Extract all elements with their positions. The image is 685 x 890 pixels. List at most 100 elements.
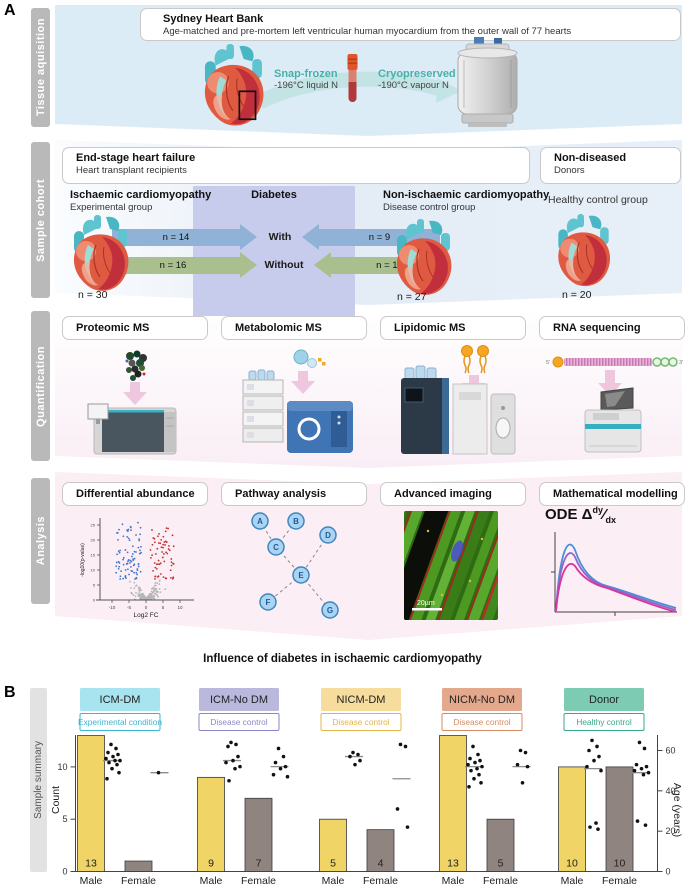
group-condition-box [320,713,402,731]
heart-failure-header: End-stage heart failure Heart transplant… [62,147,530,184]
age-dot [523,750,528,755]
count-bar [124,860,153,872]
sidebar-tab-tissue-label: Tissue aquisition [34,18,47,117]
volcano-dot [133,587,136,590]
age-dot [104,756,108,761]
ode-prefix: ODE Δ [545,506,593,523]
volcano-dot [172,562,174,565]
age-dot [596,827,600,831]
age-dot [594,821,598,825]
volcano-dot [147,596,149,599]
age-dot [356,752,360,757]
sex-tick-label: Male [561,875,584,887]
volcano-xlabel: Log2 FC [134,612,159,619]
age-dot [273,760,278,765]
age-dot [646,770,651,775]
bar-count-label: 9 [208,858,214,870]
volcano-dot [172,576,175,579]
volcano-dot [122,563,125,566]
sample-summary-chart: ICM-DM Experimental condition ICM-No DM Dis… [57,688,676,887]
volcano-dot [140,545,142,548]
age-dot [226,744,230,749]
age-dot [118,758,122,763]
volcano-dot [167,548,170,550]
volcano-dot [137,587,140,589]
rna-3prime-label: 3' [679,360,683,366]
age-dot [234,742,238,747]
volcano-dot [154,584,157,587]
age-dot [468,756,472,761]
volcano-dot [134,578,137,580]
volcano-dot [167,527,170,530]
right-axis-tick-label: 20 [666,826,676,836]
rna-strand-icon [564,358,652,366]
volcano-dot [157,595,159,598]
volcano-dot [155,568,158,570]
sydney-heart-bank-header: Sydney Heart Bank Age-matched and pre-mo… [140,8,681,41]
volcano-dot [165,577,168,580]
diabetes-highlight-band [193,186,355,316]
method-header-metabolomic: Metabolomic MS [221,316,367,340]
age-dot [110,766,114,771]
age-dot [479,780,483,785]
volcano-dot [139,549,141,552]
volcano-x-tick-label: 10 [177,605,183,610]
group-header-box [80,688,160,711]
volcano-dot [158,588,161,590]
icm-title: Ischaemic cardiomyopathy [70,189,212,201]
age-dot [115,762,119,767]
ode-numerator: dy [592,505,603,515]
volcano-dot [118,551,121,554]
bar-count-label: 10 [614,858,626,870]
count-bar [244,797,273,872]
age-dot [595,744,599,749]
volcano-dot [157,575,160,578]
count-bar [486,818,515,872]
pathway-node [292,566,310,584]
volcano-dot [138,594,141,596]
left-axis-tick-label: 5 [62,814,67,824]
volcano-dot [165,541,168,543]
sex-tick-label: Male [442,875,465,887]
age-dot [635,819,640,823]
volcano-dot [170,561,173,564]
n-with-from-icm: n = 14 [162,232,190,243]
volcano-dot [157,542,160,544]
volcano-y-tick-label: 25 [91,523,96,528]
volcano-dot [135,534,137,536]
right-axis-tick-label: 40 [666,786,676,796]
arrowhead-without-from-nicm [314,252,331,278]
n-donor-total: n = 20 [562,289,592,301]
age-dot [353,762,357,767]
volcano-dot [151,543,154,546]
count-bar [439,735,467,872]
volcano-dot [135,571,138,574]
volcano-dot [153,587,155,590]
volcano-dot [140,589,143,592]
age-dot [238,764,242,769]
snap-frozen-title: Snap-frozen [274,68,338,80]
sample-tube-icon [347,54,358,102]
sidebar-tab-quantification: Quantification [31,311,50,461]
group-header-box [321,688,401,711]
pathway-node-label: D [325,531,331,540]
group-header-box [199,688,279,711]
lipidomic-ms-icon [401,345,516,455]
age-dot [472,776,476,781]
volcano-dot [163,541,166,543]
age-dot [587,748,591,753]
volcano-dot [115,571,118,574]
sidebar-tab-analysis: Analysis [31,478,50,604]
age-dot [276,746,281,751]
volcano-dot [130,526,132,529]
volcano-dot [140,593,142,596]
non-diseased-header: Non-diseased Donors [540,147,681,184]
age-dot [477,772,481,777]
modelling-label: Mathematical modelling [553,488,678,500]
bar-count-label: 5 [498,858,504,870]
proteomic-ms-icon [87,350,177,455]
volcano-dot [136,569,139,572]
pathway-node-label: B [293,517,299,526]
count-bar [366,829,395,872]
nicm-column-title: Non-ischaemic cardiomyopathy Disease con… [383,189,549,213]
